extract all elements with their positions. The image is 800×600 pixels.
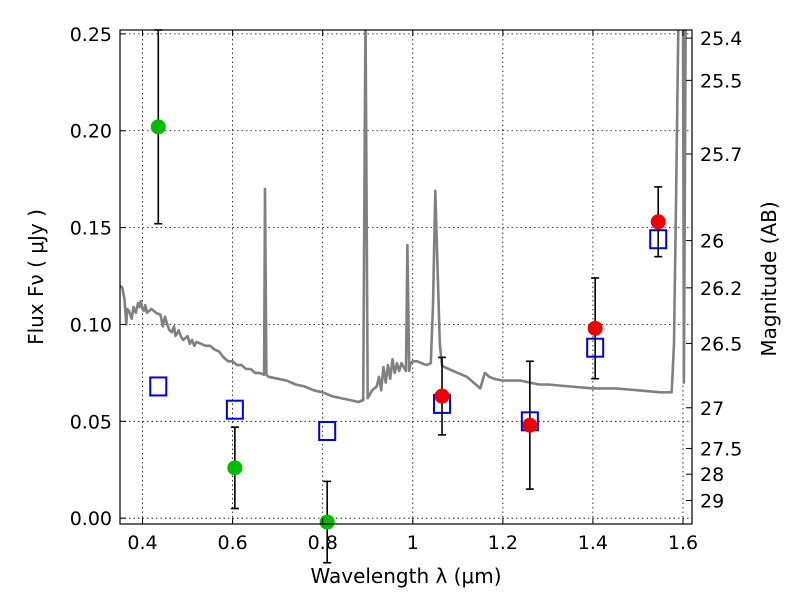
observed-nir-point — [587, 320, 603, 336]
axis-ticks: 0.4 0.6 0.8 1 1.2 1.4 1.6 0.00 0.05 0.10 0.15 0.20 0… — [70, 24, 743, 554]
y-tick-label: 0.15 — [70, 218, 112, 240]
observed-nir-point — [522, 417, 538, 433]
mag-tick-label: 26 — [700, 231, 724, 253]
y-axis-label: Flux Fν ( μJy ) — [24, 209, 48, 345]
mag-tick-label: 26.5 — [700, 333, 742, 355]
data-markers — [149, 29, 668, 564]
plot-area — [120, 30, 687, 404]
y-tick-label: 0.05 — [70, 411, 112, 433]
model-photometry-square — [149, 376, 168, 397]
x-tick-label: 0.4 — [127, 532, 157, 554]
x-tick-label: 1.4 — [578, 532, 608, 554]
y-tick-label: 0.10 — [70, 314, 112, 336]
mag-tick-label: 27 — [700, 398, 724, 420]
x-tick-label: 1 — [407, 532, 419, 554]
model-photometry-square — [225, 399, 244, 420]
mag-tick-label: 25.5 — [700, 70, 742, 92]
y-tick-label: 0.20 — [70, 121, 112, 143]
x-axis-label: Wavelength λ (μm) — [310, 564, 501, 588]
x-tick-label: 0.8 — [308, 532, 338, 554]
observed-nir-point — [650, 214, 666, 230]
x-tick-label: 0.6 — [217, 532, 247, 554]
mag-tick-label: 25.7 — [700, 144, 742, 166]
observed-optical-point — [150, 119, 166, 135]
plot-frame — [119, 29, 693, 525]
mag-tick-label: 27.5 — [700, 438, 742, 460]
x-tick-label: 1.2 — [488, 532, 518, 554]
mag-tick-label: 28 — [700, 464, 724, 486]
observed-optical-point — [227, 460, 243, 476]
observed-nir-point — [434, 388, 450, 404]
mag-tick-label: 29 — [700, 491, 724, 513]
model-spectrum-line — [120, 30, 687, 404]
y-tick-label: 0.25 — [70, 24, 112, 46]
mag-tick-label: 25.4 — [700, 28, 742, 50]
mag-tick-label: 26.2 — [700, 278, 742, 300]
y-tick-label: 0.00 — [70, 508, 112, 530]
y-axis-label-right: Magnitude (AB) — [757, 201, 781, 356]
x-tick-label: 1.6 — [668, 532, 698, 554]
observed-optical-point — [319, 514, 335, 530]
model-photometry-square — [318, 421, 337, 442]
